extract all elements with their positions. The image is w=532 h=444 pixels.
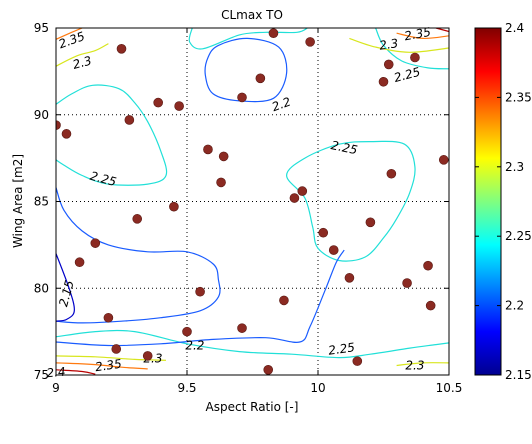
contour-line — [204, 37, 288, 103]
colorbar — [474, 27, 502, 376]
sample-point — [56, 120, 61, 130]
sample-point — [328, 245, 339, 255]
sample-point — [318, 227, 329, 238]
y-axis-label: Wing Area [m2] — [11, 154, 25, 248]
sample-point — [237, 323, 247, 333]
axis-ticks: 9 9.5 10 10.5 75 80 85 90 95 — [34, 21, 463, 395]
sample-point — [218, 151, 229, 162]
x-tick-label: 10 — [310, 381, 325, 395]
colorbar-tick-label: 2.2 — [505, 299, 524, 313]
sample-point — [116, 44, 127, 54]
contour-line — [56, 187, 221, 324]
contour-line — [396, 32, 449, 40]
y-tick-label: 90 — [34, 108, 49, 122]
sample-point — [195, 286, 205, 297]
contour-line — [56, 329, 449, 359]
contour-label: 2.25 — [88, 169, 117, 189]
x-tick-label: 9.5 — [177, 381, 196, 395]
y-tick-label: 95 — [34, 21, 49, 35]
contour-line — [56, 253, 75, 322]
sample-point — [111, 344, 122, 354]
contour-line — [285, 140, 416, 262]
sample-point — [289, 193, 300, 203]
colorbar-ticks: 2.15 2.2 2.25 2.3 2.35 2.4 — [475, 21, 532, 382]
y-tick-label: 85 — [34, 195, 49, 209]
sample-point — [182, 326, 192, 337]
sample-point — [169, 201, 179, 212]
sample-point — [174, 101, 184, 111]
contour-label: 2.2 — [185, 339, 204, 353]
contour-line — [56, 43, 109, 67]
contour-label: 2.3 — [378, 36, 399, 53]
sample-point — [425, 300, 436, 311]
contour-lines — [56, 28, 449, 375]
contour-label: 2.3 — [71, 53, 93, 71]
sample-point — [255, 73, 266, 84]
contour-line — [56, 28, 83, 40]
contour-labels: 2.352.32.22.32.352.252.252.252.152.2 2.25… — [46, 25, 432, 380]
sample-point — [438, 155, 449, 165]
sample-point — [153, 97, 163, 108]
sample-point — [132, 214, 143, 224]
contour-label: 2.35 — [403, 25, 432, 43]
sample-point — [402, 278, 412, 288]
colorbar-tick-label: 2.3 — [505, 160, 524, 174]
x-axis-label: Aspect Ratio [-] — [206, 400, 299, 414]
contour-line — [349, 37, 449, 53]
sample-point — [365, 217, 376, 228]
contour-label: 2.3 — [405, 358, 424, 372]
contour-label: 2.25 — [392, 65, 421, 85]
y-tick-label: 75 — [34, 368, 49, 382]
contour-label: 2.25 — [327, 340, 355, 358]
colorbar-tick-label: 2.4 — [505, 21, 524, 35]
sample-point — [344, 273, 355, 283]
sample-point — [352, 356, 363, 366]
contour-label: 2.25 — [330, 138, 359, 157]
sample-point — [216, 177, 226, 188]
x-tick-label: 10.5 — [436, 381, 463, 395]
contour-label: 2.15 — [56, 279, 76, 308]
sample-point — [423, 260, 433, 271]
sample-point — [103, 312, 114, 323]
contour-line — [56, 355, 167, 361]
contour-label: 2.2 — [270, 94, 293, 114]
sample-point — [268, 28, 279, 39]
sample-points — [56, 28, 449, 375]
sample-point — [61, 129, 72, 139]
sample-point — [279, 295, 289, 306]
y-tick-label: 80 — [34, 281, 49, 295]
sample-point — [297, 186, 308, 196]
sample-point — [305, 37, 315, 47]
sample-point — [383, 59, 394, 70]
contour-line — [188, 28, 308, 50]
contour-line — [375, 28, 449, 70]
x-tick-label: 9 — [52, 381, 60, 395]
sample-point — [410, 52, 420, 63]
contour-line — [56, 362, 148, 370]
grid-lines — [56, 28, 449, 375]
sample-point — [386, 168, 397, 179]
contour-line — [56, 249, 345, 347]
sample-point — [263, 364, 274, 375]
colorbar-tick-label: 2.35 — [505, 90, 532, 104]
sample-point — [237, 92, 247, 103]
colorbar-tick-label: 2.25 — [505, 229, 532, 243]
contour-line — [396, 362, 449, 367]
chart-title: CLmax TO — [221, 8, 283, 22]
sample-point — [124, 115, 135, 125]
sample-point — [74, 257, 85, 268]
sample-point — [378, 76, 389, 87]
contour-label: 2.35 — [94, 357, 122, 375]
sample-point — [203, 144, 213, 155]
sample-point — [90, 238, 101, 248]
contour-line — [56, 84, 168, 186]
contour-line — [56, 369, 96, 375]
sample-point — [142, 351, 153, 361]
colorbar-tick-label: 2.15 — [505, 368, 532, 382]
